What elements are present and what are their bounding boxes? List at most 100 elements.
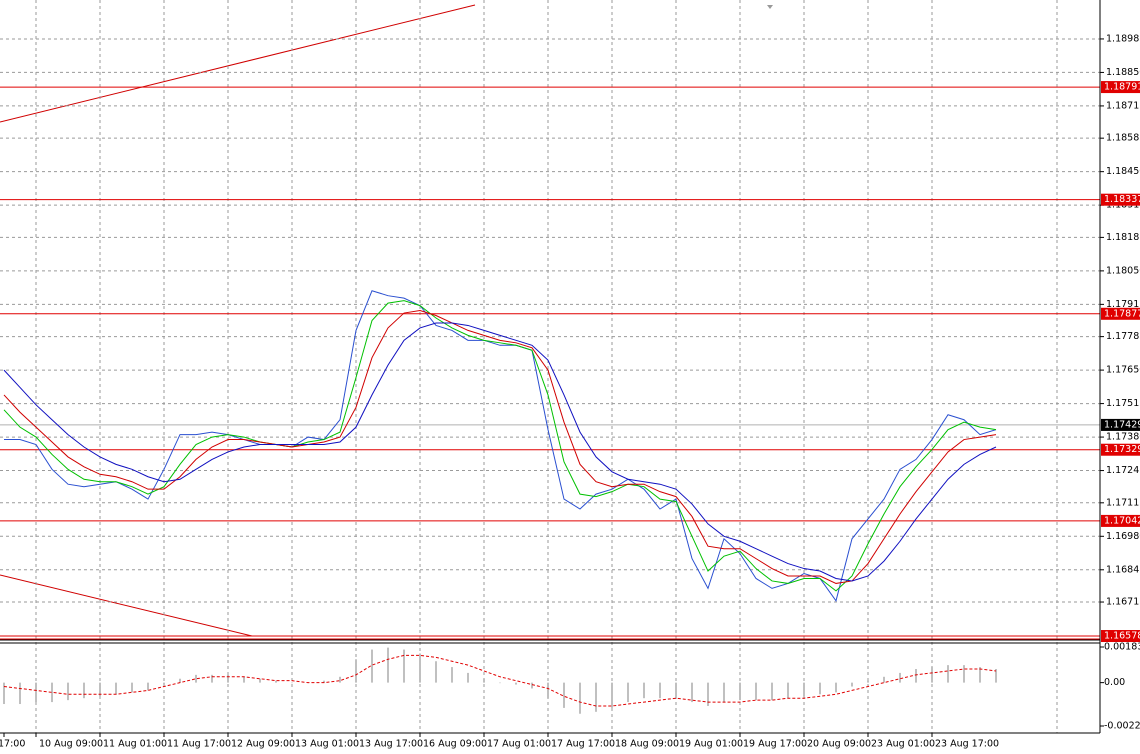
histogram-bar <box>355 659 357 683</box>
histogram-bar <box>643 682 645 699</box>
plot-layer <box>0 0 1100 733</box>
histogram-bar <box>819 682 821 695</box>
trend-line <box>0 574 253 637</box>
x-tick-label: 11 Aug 17:00 <box>167 739 231 750</box>
histogram-bar <box>531 682 533 689</box>
series-line <box>4 290 997 602</box>
y-tick-label: -0.00223 <box>1104 721 1140 732</box>
histogram-bar <box>227 674 229 683</box>
histogram-bar <box>35 682 37 703</box>
histogram-bar <box>707 682 709 706</box>
histogram-bar <box>83 682 85 699</box>
histogram-bar <box>675 682 677 699</box>
histogram-bar <box>51 682 53 703</box>
histogram-bar <box>723 682 725 703</box>
level-label: 1.16578 <box>1104 631 1140 642</box>
histogram-bar <box>515 682 517 685</box>
histogram-bar <box>147 682 149 691</box>
histogram-bar <box>275 680 277 683</box>
histogram-bar <box>483 678 485 683</box>
y-tick-label: 1.17245 <box>1106 465 1140 476</box>
histogram-bar <box>915 669 917 683</box>
x-tick-label: 13 Aug 17:00 <box>359 739 423 750</box>
x-tick-label: 17 Aug 17:00 <box>551 739 615 750</box>
histogram-bar <box>771 682 773 701</box>
y-tick-label: 1.16715 <box>1106 597 1140 608</box>
y-tick-label: 1.16845 <box>1106 564 1140 575</box>
histogram-bar <box>611 682 613 708</box>
x-tick-label: 12 Aug 09:00 <box>231 739 295 750</box>
series-line <box>3 322 997 582</box>
histogram-bar <box>243 676 245 683</box>
series-line <box>3 300 997 592</box>
histogram-bar <box>339 676 341 683</box>
x-tick-label: 23 Aug 01:00 <box>871 739 935 750</box>
histogram-bar <box>691 682 693 703</box>
y-tick-label: 1.18185 <box>1106 232 1140 243</box>
histogram-bar <box>931 667 933 683</box>
y-tick-label: 1.17915 <box>1106 299 1140 310</box>
x-tick-label: 10 Aug 09:00 <box>39 739 103 750</box>
histogram-bar <box>115 682 117 695</box>
histogram-bar <box>371 649 373 683</box>
x-tick-label: 13 Aug 01:00 <box>295 739 359 750</box>
y-tick-label: 0.001832 <box>1104 642 1140 653</box>
y-tick-label: 1.18850 <box>1106 67 1140 78</box>
x-tick-label: 17:00 <box>0 739 25 750</box>
histogram-bar <box>195 674 197 683</box>
histogram-bar <box>211 674 213 683</box>
histogram-bar <box>451 667 453 683</box>
y-tick-label: 1.17650 <box>1106 365 1140 376</box>
y-tick-label: 1.18050 <box>1106 265 1140 276</box>
x-tick-label: 20 Aug 09:00 <box>807 739 871 750</box>
histogram-bar <box>947 665 949 683</box>
x-tick-label: 19 Aug 01:00 <box>679 739 743 750</box>
level-tag <box>1101 307 1140 320</box>
y-tick-label: 1.17515 <box>1106 398 1140 409</box>
y-tick-label: 1.17785 <box>1106 331 1140 342</box>
histogram-bar <box>851 682 853 687</box>
histogram-bar <box>563 682 565 708</box>
histogram-bar <box>323 680 325 683</box>
histogram-bar <box>883 676 885 683</box>
x-tick-label: 11 Aug 01:00 <box>103 739 167 750</box>
current-price-tag <box>1101 418 1140 431</box>
histogram-bar <box>803 682 805 697</box>
y-tick-label: 1.18585 <box>1106 133 1140 144</box>
histogram-bar <box>291 682 293 684</box>
y-tick-label: 1.16980 <box>1106 531 1140 542</box>
y-tick-label: 0.00 <box>1104 677 1125 688</box>
level-label: 1.17877 <box>1104 308 1140 319</box>
histogram-bar <box>179 678 181 683</box>
histogram-bar <box>131 682 133 693</box>
histogram-bar <box>627 682 629 703</box>
histogram-bar <box>467 672 469 683</box>
histogram-bar <box>835 682 837 693</box>
histogram-bar <box>435 661 437 683</box>
histogram-bar <box>979 667 981 683</box>
level-label: 1.18337 <box>1104 194 1140 205</box>
histogram-bar <box>259 678 261 683</box>
histogram-bar <box>163 682 165 685</box>
level-label: 1.17329 <box>1104 444 1140 455</box>
histogram-bar <box>963 665 965 683</box>
level-tag <box>1101 81 1140 94</box>
histogram-bar <box>403 649 405 683</box>
x-tick-label: 19 Aug 17:00 <box>743 739 807 750</box>
histogram-bar <box>995 669 997 683</box>
x-tick-label: 16 Aug 09:00 <box>423 739 487 750</box>
histogram-bar <box>419 653 421 683</box>
y-tick-label: 1.17115 <box>1106 497 1140 508</box>
histogram-bar <box>595 682 597 712</box>
level-tag <box>1101 443 1140 456</box>
level-label: 1.18791 <box>1104 82 1140 93</box>
histogram-bar <box>499 682 501 684</box>
y-tick-label: 1.17380 <box>1106 432 1140 443</box>
x-tick-label: 18 Aug 09:00 <box>615 739 679 750</box>
level-tag <box>1101 514 1140 527</box>
level-tag <box>1101 193 1140 206</box>
histogram-bar <box>659 682 661 699</box>
x-tick-label: 23 Aug 17:00 <box>935 739 999 750</box>
shift-marker <box>767 5 773 9</box>
